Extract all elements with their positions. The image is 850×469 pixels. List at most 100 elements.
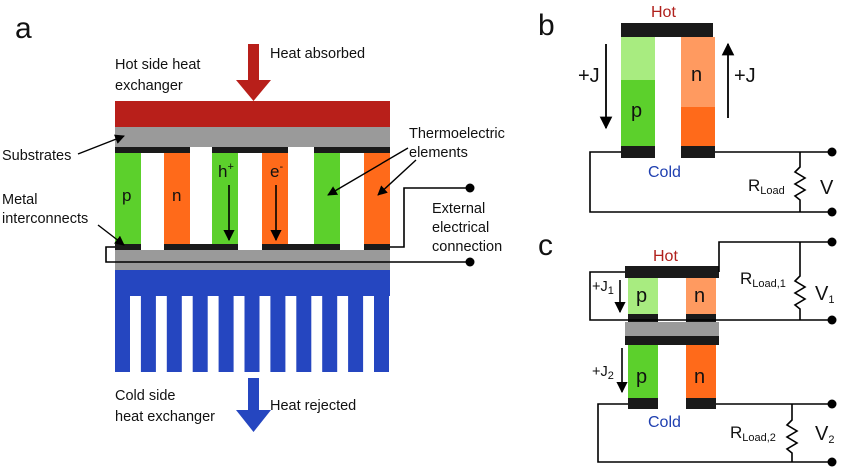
load-resistor-label: RLoad [748,176,785,197]
external-connection-label-1: External [432,201,485,217]
heat-absorbed-label: Heat absorbed [270,46,365,62]
n-leg [262,153,288,244]
terminal-dot [827,207,837,217]
cold-heat-exchanger [115,270,390,296]
p-label: p [631,100,642,122]
n-leg [164,153,190,244]
current-label-right: +J [734,65,756,87]
p-label-top: p [636,285,647,307]
elements-pointer [377,159,417,196]
n-label: n [691,64,702,86]
terminal-dot [827,237,837,247]
terminal-dot [827,315,837,325]
heat-absorbed-arrow [236,44,271,101]
mid-interconnect [686,314,716,322]
n-leg [686,345,716,398]
panel-b: b Hot p n Cold +J +J RLoad V [538,4,837,217]
external-connection-label-2: electrical [432,220,489,236]
cold-interconnect [628,398,658,409]
bottom-interconnect [364,244,390,250]
terminal-dot [827,457,837,467]
mid-substrate [625,322,719,336]
heat-rejected-label: Heat rejected [270,398,356,414]
external-connection-wire [390,187,470,248]
p-leg [628,345,658,398]
substrates-pointer [77,134,125,155]
cold-exchanger-fin [322,294,338,372]
load-resistor-label-1: RLoad,1 [740,269,786,290]
circuit-wire [597,403,832,463]
terminal-dot [465,257,475,267]
current-label-1: +J1 [592,279,614,297]
load-resistor-label-2: RLoad,2 [730,423,776,444]
top-interconnect [314,147,390,153]
heat-rejected-arrow [236,378,271,432]
cold-exchanger-fin [348,294,364,372]
circuit-wire [589,151,832,213]
bottom-interconnect [164,244,238,250]
cold-exchanger-label-1: Cold side [115,388,175,404]
panel-a-label: a [15,12,32,45]
metal-interconnects-label-1: Metal [2,192,37,208]
cold-exchanger-label-2: heat exchanger [115,409,215,425]
circuit-wire [589,271,832,321]
cold-exchanger-fin [296,294,312,372]
n-label-bottom: n [694,366,705,388]
load-resistor-1 [793,242,807,320]
hot-interconnect [625,266,719,278]
cold-interconnect [686,398,716,409]
leg-label-n: n [172,186,181,205]
cold-exchanger-fin [115,294,130,372]
thermoelectric-elements-label-1: Thermoelectric [409,126,505,142]
panel-c-label: c [538,229,553,262]
bottom-substrate [115,250,390,270]
terminal-dot [465,183,475,193]
current-label-2: +J2 [592,364,614,382]
cold-exchanger-fins [115,294,389,372]
hot-exchanger-label-2: exchanger [115,78,183,94]
terminal-dot [827,147,837,157]
voltage-label: V [820,177,834,199]
bottom-interconnect [115,244,141,250]
cold-exchanger-fin [166,294,182,372]
hole-label: h+ [218,161,234,181]
p-leg [314,153,340,244]
cold-label: Cold [648,164,681,181]
panel-a: a Hot side heat exchanger Heat absorbed … [2,12,505,432]
n-leg-light [686,278,716,314]
voltage-label-2: V2 [815,423,834,446]
terminal-dot [827,399,837,409]
metal-interconnects-pointer [97,224,125,246]
substrates-label: Substrates [2,148,71,164]
cold-interconnect [621,146,655,158]
panel-b-label: b [538,9,555,42]
elements-pointer [327,147,409,196]
hot-interconnect [621,23,713,37]
hot-heat-exchanger [115,101,390,127]
top-substrate [115,127,390,147]
current-label-left: +J [578,65,600,87]
electron-label: e- [270,161,283,181]
metal-interconnects-label-2: interconnects [2,211,88,227]
bottom-interconnect [262,244,340,250]
n-label-top: n [694,285,705,307]
cold-exchanger-fin [218,294,234,372]
p-leg-light [628,278,658,314]
p-leg [621,80,655,146]
cold-exchanger-fin [270,294,286,372]
external-connection-label-3: connection [432,239,502,255]
cold-label: Cold [648,414,681,431]
thermoelectric-elements-label-2: elements [409,145,468,161]
load-resistor-2 [785,404,799,462]
mid-interconnect [625,336,719,345]
hot-exchanger-label-1: Hot side heat [115,57,200,73]
leg-label-p: p [122,186,131,205]
cold-exchanger-fin [140,294,156,372]
cold-exchanger-fin [192,294,208,372]
external-connection-wire [105,246,470,263]
top-interconnect [212,147,288,153]
p-leg [115,153,141,244]
top-interconnect [115,147,190,153]
cold-exchanger-fin [244,294,260,372]
